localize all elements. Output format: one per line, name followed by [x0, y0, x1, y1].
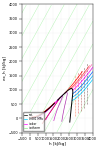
Y-axis label: ex_h [kJ/kg]: ex_h [kJ/kg]	[3, 56, 7, 80]
Legend: sat., 0.001 MPa, isobar, isotherm: sat., 0.001 MPa, isobar, isotherm	[23, 112, 44, 131]
X-axis label: h [kJ/kg]: h [kJ/kg]	[49, 142, 66, 146]
